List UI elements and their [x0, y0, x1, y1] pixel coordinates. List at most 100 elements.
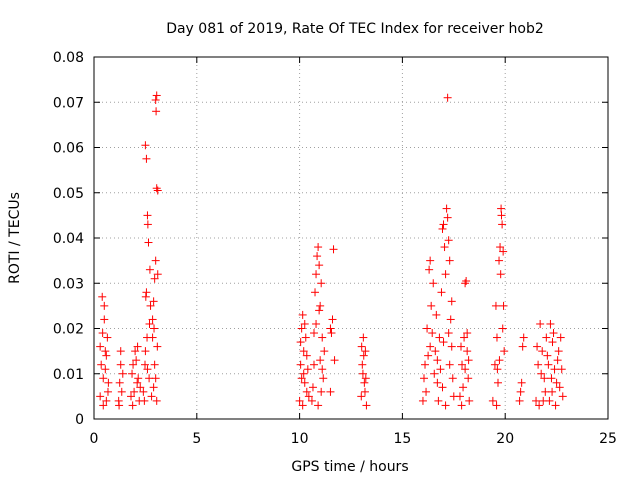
data-point [147, 392, 156, 401]
data-point [115, 401, 124, 410]
data-point [329, 245, 338, 254]
data-point [496, 243, 505, 252]
y-tick-label: 0.08 [53, 50, 84, 66]
data-point [424, 351, 433, 360]
data-point [298, 310, 307, 319]
data-point [318, 365, 327, 374]
data-point [539, 396, 548, 405]
data-point [149, 383, 158, 392]
data-point [441, 270, 450, 279]
data-point [358, 369, 367, 378]
data-point [326, 387, 335, 396]
data-point [326, 324, 335, 333]
data-point [98, 292, 107, 301]
x-tick-label: 25 [599, 431, 617, 447]
data-point [312, 270, 321, 279]
data-point [102, 396, 111, 405]
data-point [359, 333, 368, 342]
data-point [153, 342, 162, 351]
data-point [441, 401, 450, 410]
data-point [141, 292, 150, 301]
data-point [535, 401, 544, 410]
data-point [150, 324, 159, 333]
data-point [309, 329, 318, 338]
data-point [447, 297, 456, 306]
data-point [115, 378, 124, 387]
data-point [438, 383, 447, 392]
data-point [498, 220, 507, 229]
data-point [439, 220, 448, 229]
data-point [445, 256, 454, 265]
data-point [118, 369, 127, 378]
data-point [362, 401, 371, 410]
data-point [301, 333, 310, 342]
data-point [421, 360, 430, 369]
data-point [117, 387, 126, 396]
data-point [499, 247, 508, 256]
data-point [143, 365, 152, 374]
data-point [456, 342, 465, 351]
x-axis-label: GPS time / hours [291, 459, 408, 475]
data-point [538, 347, 547, 356]
data-point [552, 378, 561, 387]
data-point [298, 401, 307, 410]
data-points [96, 91, 567, 410]
data-point [517, 378, 526, 387]
grid-lines [94, 57, 608, 419]
data-point [145, 319, 154, 328]
data-point [141, 141, 150, 150]
data-point [515, 396, 524, 405]
data-point [440, 243, 449, 252]
data-point [427, 301, 436, 310]
data-point [130, 387, 139, 396]
data-point [457, 401, 466, 410]
data-point [131, 347, 140, 356]
y-axis-label: ROTI / TECUs [7, 192, 23, 284]
data-point [100, 315, 109, 324]
data-point [516, 387, 525, 396]
data-point [297, 374, 306, 383]
y-tick-label: 0.02 [53, 322, 84, 338]
data-point [455, 392, 464, 401]
data-point [498, 324, 507, 333]
data-point [536, 319, 545, 328]
data-point [133, 342, 142, 351]
data-point [302, 351, 311, 360]
data-point [495, 356, 504, 365]
data-point [548, 338, 557, 347]
data-point [99, 401, 108, 410]
data-point [327, 329, 336, 338]
data-point [304, 392, 313, 401]
data-point [459, 383, 468, 392]
data-point [418, 396, 427, 405]
data-point [435, 333, 444, 342]
data-point [542, 333, 551, 342]
x-tick-label: 10 [291, 431, 309, 447]
data-point [128, 369, 137, 378]
data-point [555, 383, 564, 392]
data-point [460, 333, 469, 342]
data-point [309, 360, 318, 369]
data-point [307, 396, 316, 405]
data-point [422, 387, 431, 396]
data-point [357, 392, 366, 401]
data-point [311, 288, 320, 297]
data-point [317, 279, 326, 288]
data-point [443, 213, 452, 222]
data-point [547, 374, 556, 383]
data-point [317, 387, 326, 396]
data-point [142, 288, 151, 297]
data-point [462, 276, 471, 285]
data-point [465, 396, 474, 405]
data-point [314, 243, 323, 252]
data-point [319, 374, 328, 383]
data-point [544, 360, 553, 369]
data-point [96, 342, 105, 351]
y-tick-label: 0.06 [53, 141, 84, 157]
data-point [426, 256, 435, 265]
data-point [314, 401, 323, 410]
data-point [540, 374, 549, 383]
data-point [558, 392, 567, 401]
y-tick-label: 0.01 [53, 367, 84, 383]
data-point [144, 238, 153, 247]
